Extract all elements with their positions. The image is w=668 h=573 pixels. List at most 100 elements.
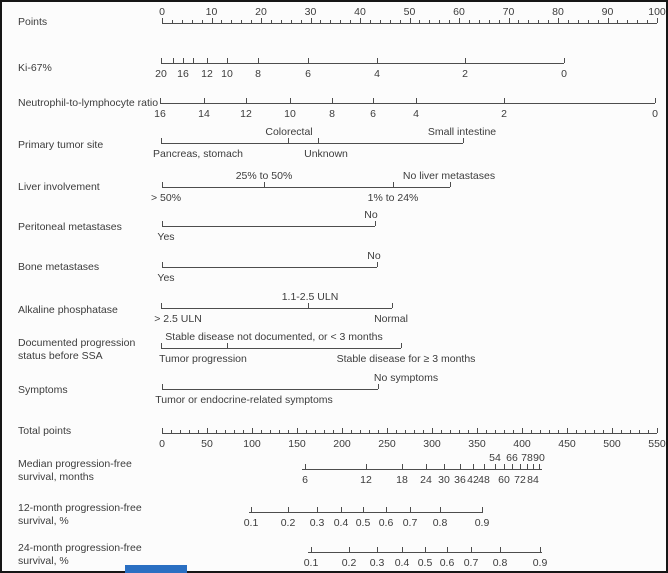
ki67-tick: [465, 58, 466, 63]
total-points-tick: [567, 428, 568, 433]
primary-tumor-site-axis: [161, 143, 463, 144]
median-pfs-tick: [512, 464, 513, 469]
total-points-tick-label: 300: [423, 438, 441, 450]
points-tick: [162, 18, 163, 23]
points-tick-label: 40: [354, 6, 366, 18]
ki67-tick: [308, 58, 309, 63]
points-tick-label: 70: [502, 6, 515, 18]
points-minor-tick: [181, 20, 183, 23]
points-tick-label: 90: [601, 6, 614, 18]
pfs-12-month-tick: [288, 507, 289, 512]
total-points-minor-tick: [315, 430, 316, 433]
pfs-12-month-tick: [410, 507, 411, 512]
points-tick: [360, 18, 361, 23]
alkaline-phosphatase-tick: [308, 303, 309, 308]
median-pfs-tick-label: 6: [302, 474, 308, 486]
points-tick: [657, 18, 658, 23]
points-minor-tick: [191, 20, 193, 23]
points-minor-tick: [617, 20, 619, 23]
points-minor-tick: [350, 20, 352, 23]
total-points-minor-tick: [621, 430, 622, 433]
total-points-tick: [432, 428, 433, 433]
points-minor-tick: [548, 20, 550, 23]
total-points-minor-tick: [459, 430, 460, 433]
points-minor-tick: [241, 20, 243, 23]
documented-progression-tick: [401, 343, 402, 348]
points-minor-tick: [627, 20, 629, 23]
liver-involvement-axis: [162, 187, 450, 188]
pfs-24-month-tick-label: 0.3: [369, 557, 385, 569]
median-pfs-tick: [444, 464, 445, 469]
median-pfs-tick-label: 66: [506, 452, 518, 464]
documented-progression-label: status before SSA: [18, 350, 103, 362]
nlr-tick: [332, 98, 333, 103]
pfs-24-month-label: 24-month progression-free: [18, 542, 142, 554]
bone-metastases-category-label: Yes: [157, 272, 175, 284]
points-tick: [607, 18, 609, 23]
symptoms-tick: [378, 384, 379, 389]
nlr-tick-label: 8: [329, 108, 335, 120]
ki67-tick-label: 2: [462, 68, 468, 80]
alkaline-phosphatase-axis: [161, 308, 392, 309]
pfs-12-month-tick: [251, 507, 252, 512]
peritoneal-metastases-axis: [162, 226, 375, 227]
median-pfs-tick: [402, 464, 403, 469]
points-minor-tick: [251, 20, 253, 23]
median-pfs-tick: [504, 464, 505, 469]
points-minor-tick: [488, 20, 490, 23]
points-minor-tick: [528, 20, 530, 23]
liver-involvement-category-label: > 50%: [150, 192, 182, 204]
liver-involvement-tick: [264, 182, 265, 187]
total-points-tick-label: 450: [558, 438, 576, 450]
points-minor-tick: [399, 20, 401, 23]
total-points-minor-tick: [171, 430, 172, 433]
points-tick-label: 50: [403, 6, 416, 18]
nlr-tick: [504, 98, 505, 103]
median-pfs-tick: [366, 464, 367, 469]
peritoneal-metastases-category-label: No: [364, 209, 378, 221]
primary-tumor-site-category-label: Pancreas, stomach: [153, 148, 243, 160]
points-minor-tick: [518, 20, 520, 23]
bone-metastases-label: Bone metastases: [18, 261, 100, 273]
total-points-minor-tick: [234, 430, 235, 433]
total-points-minor-tick: [198, 430, 199, 433]
median-pfs-tick: [495, 464, 496, 469]
points-minor-tick: [201, 20, 203, 23]
total-points-minor-tick: [639, 430, 640, 433]
points-minor-tick: [389, 20, 391, 23]
ki67-tick: [258, 58, 259, 63]
ki67-tick: [183, 58, 184, 63]
pfs-24-month-axis: [308, 552, 542, 553]
points-minor-tick: [597, 20, 599, 23]
median-pfs-tick-label: 84: [527, 474, 539, 486]
liver-involvement-label: Liver involvement: [18, 181, 100, 193]
ki67-tick: [207, 58, 208, 63]
points-tick-label: 30: [304, 6, 317, 18]
ki67-tick-label: 4: [374, 68, 380, 80]
bottom-blue-strip: [125, 565, 187, 573]
ki67-axis: [161, 63, 564, 64]
points-tick-label: 100: [648, 6, 666, 18]
alkaline-phosphatase-tick: [392, 303, 393, 308]
total-points-minor-tick: [468, 430, 469, 433]
total-points-minor-tick: [261, 430, 262, 433]
total-points-minor-tick: [279, 430, 280, 433]
pfs-24-month-tick-label: 0.1: [303, 557, 319, 569]
pfs-24-month-tick: [540, 547, 541, 552]
points-minor-tick: [290, 20, 292, 23]
nlr-tick-label: 14: [198, 108, 210, 120]
median-pfs-tick-label: 24: [420, 474, 432, 486]
documented-progression-category-label: Stable disease not documented, or < 3 mo…: [165, 331, 383, 343]
primary-tumor-site-tick: [463, 138, 464, 143]
points-tick: [211, 18, 213, 23]
median-pfs-tick-label: 48: [478, 474, 490, 486]
total-points-tick: [612, 428, 613, 433]
points-minor-tick: [231, 20, 233, 23]
median-pfs-tick-label: 18: [396, 474, 408, 486]
ki67-tick: [227, 58, 228, 63]
bone-metastases-category-label: No: [367, 250, 381, 262]
points-minor-tick: [280, 20, 282, 23]
primary-tumor-site-category-label: Small intestine: [427, 126, 497, 138]
total-points-minor-tick: [270, 430, 271, 433]
pfs-12-month-tick: [341, 507, 342, 512]
